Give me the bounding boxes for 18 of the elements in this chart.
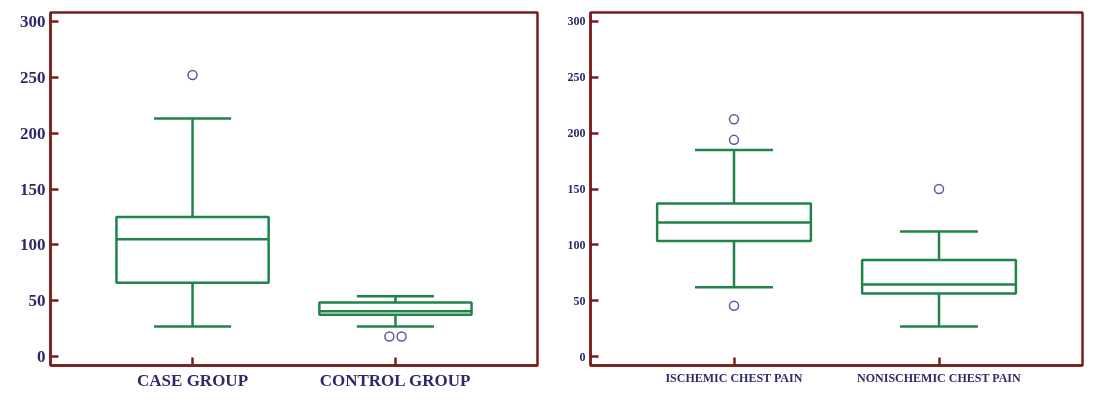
x-tick-label: CONTROL GROUP [319,370,471,390]
y-tick-label: 0 [579,349,586,364]
y-tick-label: 200 [567,126,586,141]
y-tick-label: 150 [20,179,46,199]
y-tick-label: 0 [37,347,46,367]
y-tick-label: 250 [567,70,586,85]
y-tick-label: 300 [20,11,46,31]
x-tick-label: NONISCHEMIC CHEST PAIN [857,370,1022,385]
y-tick-label: 100 [20,235,46,255]
y-tick-label: 200 [20,123,46,143]
y-tick-label: 50 [28,291,46,311]
x-tick-label: ISCHEMIC CHEST PAIN [665,370,803,385]
y-tick-label: 50 [573,293,586,308]
y-tick-label: 300 [567,14,586,29]
y-tick-label: 150 [567,182,586,196]
x-tick-label: CASE GROUP [137,370,249,390]
y-tick-label: 100 [567,237,586,252]
y-tick-label: 250 [20,67,46,87]
